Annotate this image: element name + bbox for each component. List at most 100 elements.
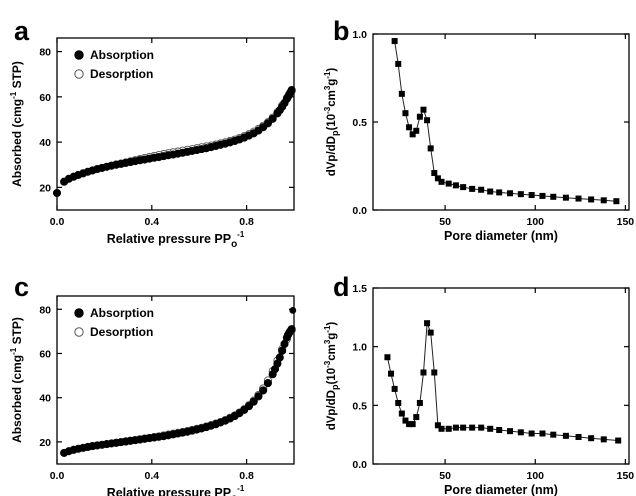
data-point [431, 369, 438, 376]
panel-label-b: b [333, 16, 350, 46]
data-point [424, 320, 431, 327]
y-tick-label: 20 [39, 182, 51, 194]
data-point [413, 127, 420, 134]
y-axis-label-tail: STP) [10, 317, 24, 348]
data-point [406, 124, 413, 131]
y-axis-label-sub: p [330, 130, 340, 136]
x-tick-label: 0.8 [239, 216, 254, 228]
y-axis-label-sup: 3 [323, 339, 332, 344]
x-tick-label: 150 [617, 216, 635, 228]
data-point [496, 189, 503, 196]
axes-frame [372, 287, 630, 465]
y-axis-label-g: g [326, 333, 338, 340]
axes-frame [56, 295, 295, 465]
x-axis-label-main: Relative pressure PP [107, 486, 231, 496]
legend-marker [74, 50, 84, 60]
x-axis-label-main: Relative pressure PP [107, 232, 231, 246]
absorption-point [287, 325, 296, 334]
legend-label: Desorption [90, 325, 153, 339]
absorption-point [289, 306, 297, 314]
data-point [469, 185, 476, 192]
y-axis-label-sup: -1 [9, 347, 18, 355]
data-point [409, 131, 416, 138]
data-point [384, 354, 391, 361]
y-tick-label: 80 [39, 47, 51, 59]
data-point [562, 432, 569, 439]
x-tick-label: 150 [617, 470, 635, 482]
x-axis-label-sup: -1 [237, 230, 245, 239]
data-point [460, 424, 467, 431]
y-tick-label: 1.0 [352, 29, 367, 41]
legend-marker [74, 327, 84, 337]
data-point [550, 193, 557, 200]
y-axis-label: Absorbed (cmg-1 STP) [9, 317, 24, 443]
data-point [550, 431, 557, 438]
data-point [496, 426, 503, 433]
y-axis-label-sup: -1 [9, 91, 18, 99]
y-axis-label-main: dVp/dD [326, 390, 338, 430]
data-point [588, 196, 595, 203]
data-point [445, 425, 452, 432]
absorption-point [275, 353, 284, 362]
data-point [487, 188, 494, 195]
y-axis-label-sup: -3 [323, 360, 332, 368]
data-point [517, 191, 524, 198]
legend-marker [74, 308, 84, 318]
absorption-point [259, 386, 268, 395]
y-axis-label-end: ) [326, 322, 338, 326]
absorption-point [287, 86, 296, 95]
data-point [588, 435, 595, 442]
data-point [391, 38, 398, 45]
data-point [469, 424, 476, 431]
data-point [431, 170, 438, 177]
data-point [507, 428, 514, 435]
x-tick-label: 100 [526, 216, 544, 228]
x-axis-label-sub: o [231, 239, 237, 250]
data-point [402, 417, 409, 424]
y-axis-label-sup: 3 [323, 85, 332, 90]
y-tick-label: 20 [39, 437, 51, 449]
data-point [388, 370, 395, 377]
y-axis-label-mid: (10 [326, 368, 338, 385]
data-point [413, 414, 420, 421]
y-axis-label: dVp/dDp(10-3cm3g-1) [323, 322, 340, 431]
data-point [507, 190, 514, 197]
x-axis-label: Relative pressure PPo-1 [107, 230, 245, 250]
data-point [445, 180, 452, 187]
x-axis-label: Pore diameter (nm) [444, 229, 558, 243]
data-point [575, 434, 582, 441]
data-point [406, 421, 413, 428]
x-tick-label: 0.0 [50, 470, 65, 482]
panel-label-d: d [333, 272, 350, 302]
data-point [427, 145, 434, 152]
data-point [398, 90, 405, 97]
absorption-point [268, 114, 277, 123]
y-axis-label-tail: STP) [10, 61, 24, 92]
data-point [452, 424, 459, 431]
y-axis-label-end: ) [326, 68, 338, 72]
y-axis-label: Absorbed (cmg-1 STP) [9, 61, 24, 187]
y-axis-label-main: Absorbed (cmg [10, 99, 24, 187]
axes-frame [56, 37, 295, 211]
y-axis-label-main: dVp/dD [326, 136, 338, 176]
absorption-point [249, 397, 258, 406]
y-tick-label: 0.5 [352, 400, 367, 412]
data-point [600, 436, 607, 443]
data-point [539, 192, 546, 199]
data-point [438, 425, 445, 432]
y-tick-label: 40 [39, 393, 51, 405]
data-point [391, 385, 398, 392]
legend-label: Desorption [90, 67, 153, 81]
panel-label-a: a [14, 16, 30, 46]
data-point [478, 424, 485, 431]
x-tick-label: 0.4 [144, 470, 159, 482]
data-point [613, 198, 620, 205]
data-point [452, 182, 459, 189]
legend-label: Absorption [90, 306, 154, 320]
y-axis-label-sup: -1 [323, 325, 332, 333]
data-point [478, 186, 485, 193]
data-point [434, 422, 441, 429]
absorption-point [254, 392, 263, 401]
data-point [528, 430, 535, 437]
